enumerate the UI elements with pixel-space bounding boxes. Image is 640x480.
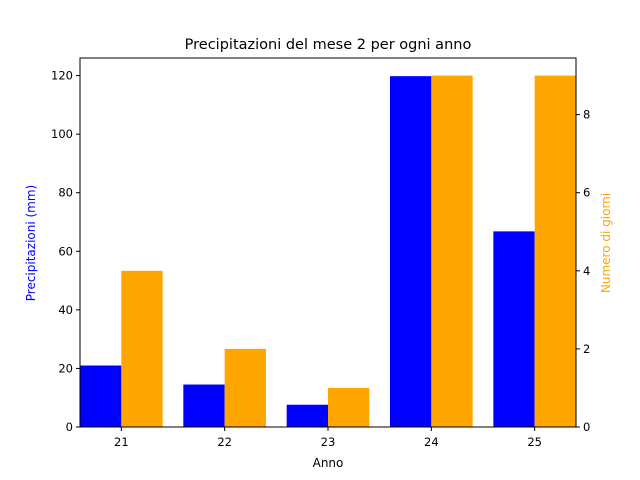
- days-bar-21: [121, 270, 163, 427]
- x-tick-label: 24: [424, 435, 439, 449]
- y-tick-label: 40: [58, 303, 73, 317]
- days-bar-22: [224, 348, 266, 427]
- y-tick-label: 80: [58, 186, 73, 200]
- precip-bar-22: [183, 384, 225, 427]
- y2-axis-label: Numero di giorni: [599, 193, 613, 293]
- y2-tick-label: 6: [583, 186, 590, 200]
- x-axis-label: Anno: [313, 456, 344, 470]
- x-tick-label: 22: [217, 435, 232, 449]
- days-bar-23: [328, 387, 370, 427]
- chart-title: Precipitazioni del mese 2 per ogni anno: [185, 37, 472, 53]
- y-tick-label: 120: [51, 69, 73, 83]
- bars-group: [80, 75, 576, 428]
- y2-tick-label: 8: [583, 108, 590, 122]
- precip-bar-21: [80, 365, 122, 427]
- precip-bar-25: [493, 231, 535, 427]
- y2-tick-label: 4: [583, 264, 590, 278]
- y2-tick-label: 0: [583, 420, 590, 434]
- days-bar-24: [431, 75, 473, 428]
- x-tick-label: 21: [114, 435, 129, 449]
- precip-bar-23: [286, 404, 328, 427]
- y-tick-label: 60: [58, 244, 73, 258]
- y-tick-label: 0: [66, 420, 73, 434]
- y2-tick-label: 2: [583, 342, 590, 356]
- y-axis-label: Precipitazioni (mm): [24, 185, 38, 302]
- x-tick-label: 23: [321, 435, 336, 449]
- precip-bar-24: [390, 76, 432, 428]
- x-tick-label: 25: [527, 435, 542, 449]
- y-tick-label: 100: [51, 127, 73, 141]
- y-tick-label: 20: [58, 361, 73, 375]
- days-bar-25: [534, 75, 576, 428]
